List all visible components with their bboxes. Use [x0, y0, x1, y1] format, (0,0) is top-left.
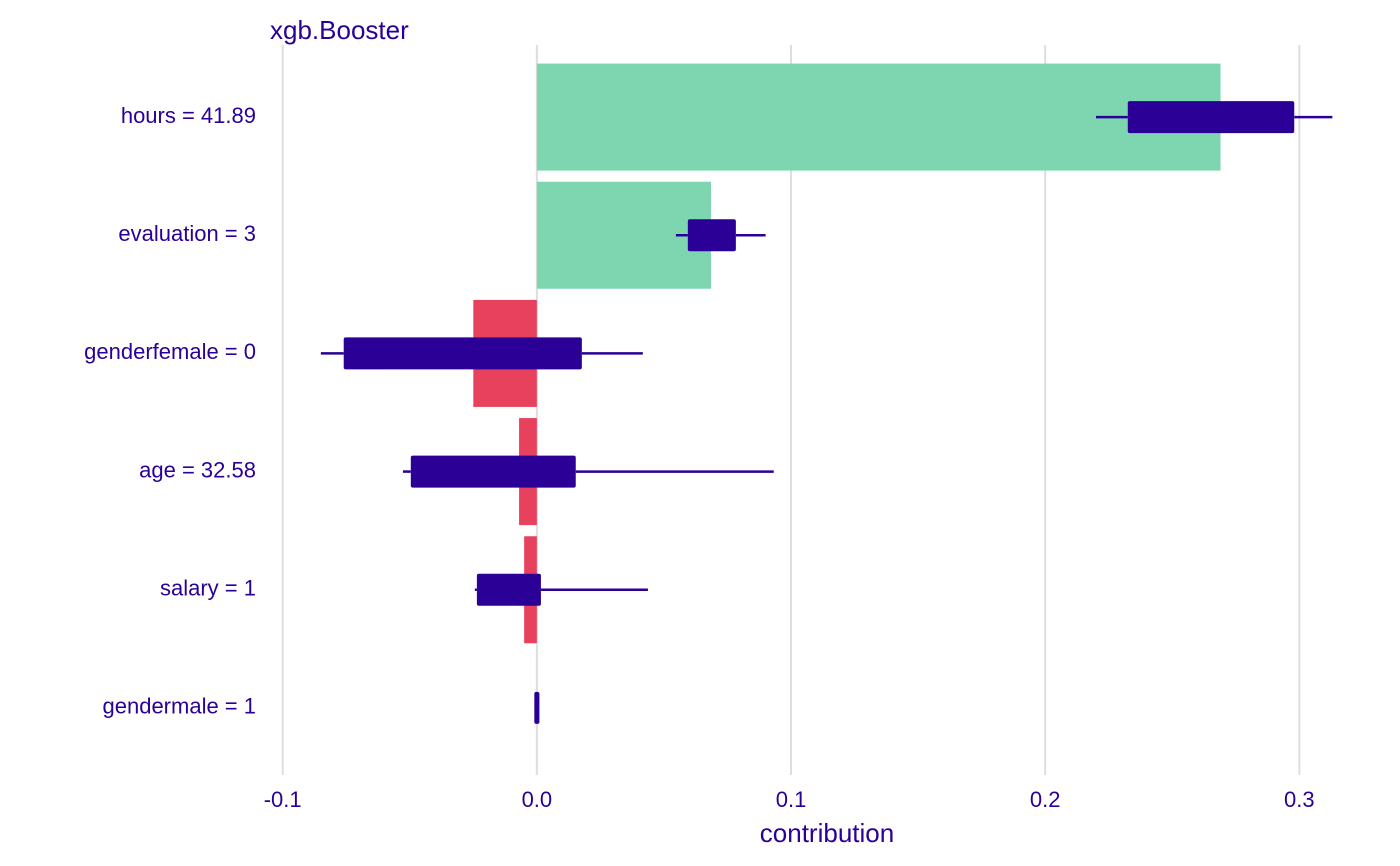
x-tick-label: 0.2 [1030, 787, 1061, 812]
x-tick-label: -0.1 [264, 787, 302, 812]
chart-title: xgb.Booster [270, 15, 409, 45]
box [410, 455, 576, 488]
box [1127, 101, 1295, 134]
y-tick-label: genderfemale = 0 [84, 339, 256, 364]
y-tick-label: hours = 41.89 [121, 103, 256, 128]
y-tick-label: age = 32.58 [139, 457, 256, 482]
x-axis-label: contribution [760, 818, 894, 848]
box [476, 573, 541, 606]
y-tick-label: evaluation = 3 [118, 221, 256, 246]
x-tick-label: 0.0 [522, 787, 553, 812]
box [343, 337, 582, 370]
y-tick-label: gendermale = 1 [103, 694, 257, 719]
x-tick-label: 0.3 [1284, 787, 1315, 812]
x-tick-label: 0.1 [776, 787, 807, 812]
box [534, 691, 540, 724]
y-tick-label: salary = 1 [160, 576, 256, 601]
box [687, 219, 736, 252]
